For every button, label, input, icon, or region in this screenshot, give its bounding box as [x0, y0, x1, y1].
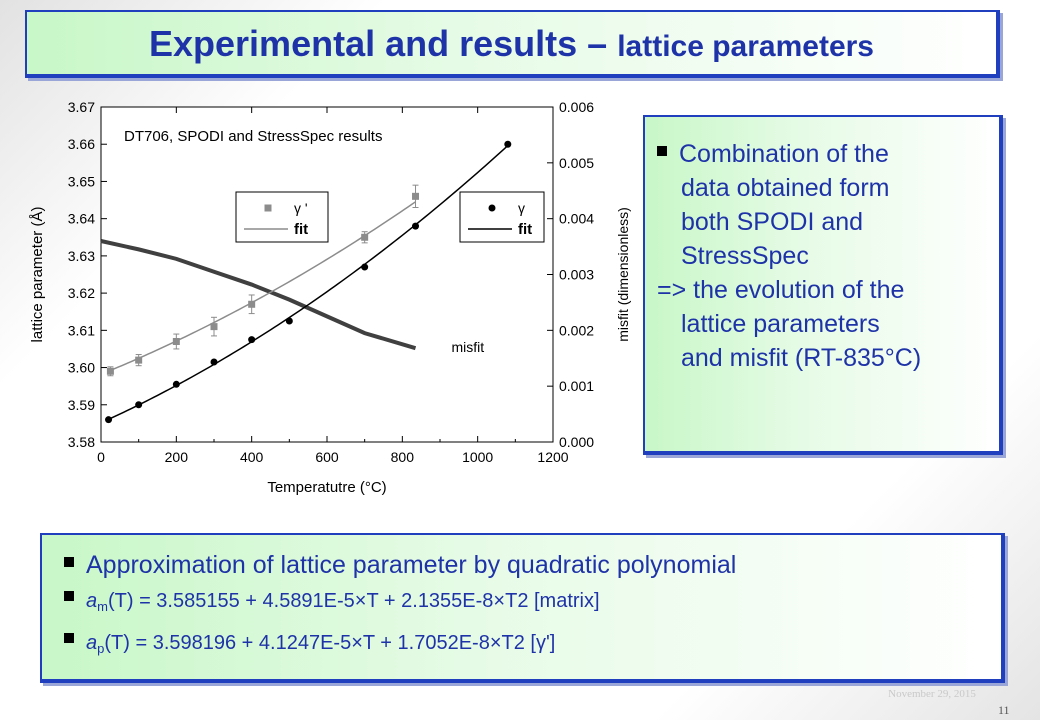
y-tick-label: 3.61 — [68, 322, 95, 338]
x-tick-label: 200 — [165, 449, 189, 465]
plot-frame — [100, 106, 554, 443]
data-point-square — [248, 300, 256, 308]
y-tick-label: 3.67 — [68, 99, 95, 115]
title-banner: Experimental and results – lattice param… — [25, 10, 1000, 78]
data-point-circle — [361, 263, 369, 271]
y2-tick-label: 0.000 — [559, 434, 594, 450]
summary-line-1: Combination of the — [657, 137, 987, 171]
x-tick-label: 400 — [240, 449, 264, 465]
title-main: Experimental and results – — [149, 23, 618, 64]
y-tick-label: 3.66 — [68, 136, 95, 152]
y2-tick-label: 0.006 — [559, 99, 594, 115]
y2-tick-label: 0.005 — [559, 155, 594, 171]
data-point-circle — [135, 401, 143, 409]
legend-marker-circle — [488, 204, 496, 212]
x-tick-label: 0 — [97, 449, 105, 465]
legend-label: γ ' — [294, 200, 308, 216]
data-point-circle — [285, 317, 293, 325]
y-tick-label: 3.65 — [68, 173, 95, 189]
data-point-circle — [210, 358, 218, 366]
footer-date: November 29, 2015 — [888, 688, 976, 700]
page-number: 11 — [998, 703, 1010, 717]
y2-tick-label: 0.001 — [559, 378, 594, 394]
y-tick-label: 3.62 — [68, 285, 95, 301]
bullet-square-icon — [64, 633, 74, 643]
title-subtitle: lattice parameters — [617, 30, 874, 63]
data-point-square — [106, 367, 114, 375]
y-tick-label: 3.63 — [68, 248, 95, 264]
y-tick-label: 3.59 — [68, 397, 95, 413]
y-tick-label: 3.60 — [68, 360, 95, 376]
data-point-square — [412, 192, 420, 200]
y2-axis-label: misfit (dimensionless) — [615, 207, 631, 342]
legend-box — [235, 191, 329, 243]
y-tick-label: 3.58 — [68, 434, 95, 450]
data-point-square — [210, 323, 218, 331]
y-axis-label: lattice parameter (Å) — [29, 207, 46, 343]
data-point-square — [172, 338, 180, 345]
x-axis-label: Temperatutre (°C) — [267, 479, 386, 496]
y2-tick-label: 0.003 — [559, 267, 594, 283]
summary-box: Combination of the data obtained form bo… — [643, 115, 1003, 455]
x-tick-label: 800 — [391, 449, 415, 465]
data-point-square — [135, 356, 143, 364]
data-point-circle — [105, 416, 113, 424]
data-point-circle — [504, 140, 512, 148]
data-point-circle — [412, 222, 420, 230]
approximation-box: Approximation of lattice parameter by qu… — [40, 533, 1005, 683]
misfit-curve — [100, 239, 417, 351]
equation-matrix: am(T) = 3.585155 + 4.5891E-5×T + 2.1355E… — [64, 583, 981, 625]
x-tick-label: 1200 — [537, 449, 568, 465]
y-tick-label: 3.64 — [68, 211, 95, 227]
bullet-square-icon — [64, 591, 74, 601]
summary-line-4: StressSpec — [681, 242, 809, 270]
equation-precipitate: ap(T) = 3.598196 + 4.1247E-5×T + 1.7052E… — [64, 625, 981, 667]
bullet-square-icon — [64, 557, 74, 567]
summary-line-2: data obtained form — [681, 174, 890, 202]
y2-tick-label: 0.002 — [559, 322, 594, 338]
legend-label: fit — [294, 221, 308, 238]
legend-marker-square — [264, 204, 272, 212]
summary-arrow-line: => the evolution of the — [657, 276, 905, 304]
legend-label: fit — [518, 221, 532, 238]
y2-tick-label: 0.004 — [559, 211, 594, 227]
misfit-label: misfit — [452, 339, 485, 355]
legend-box — [459, 191, 545, 243]
summary-line-6: lattice parameters — [681, 310, 880, 338]
chart-annotation: DT706, SPODI and StressSpec results — [124, 128, 382, 145]
bullet-square-icon — [657, 146, 667, 156]
slide-title: Experimental and results – lattice param… — [149, 23, 874, 64]
lattice-parameter-chart: 0 200 400 600 800 1000 1200 3.58 3.59 3.60 3.61 3.6… — [29, 99, 631, 496]
legend-label: γ — [518, 200, 525, 216]
data-point-circle — [248, 336, 256, 344]
summary-line-3: both SPODI and — [681, 208, 864, 236]
approximation-heading: Approximation of lattice parameter by qu… — [64, 547, 981, 583]
data-point-circle — [172, 380, 180, 388]
data-point-square — [361, 233, 369, 241]
x-tick-label: 1000 — [462, 449, 493, 465]
summary-line-7: and misfit (RT-835°C) — [681, 344, 922, 372]
x-tick-label: 600 — [315, 449, 339, 465]
